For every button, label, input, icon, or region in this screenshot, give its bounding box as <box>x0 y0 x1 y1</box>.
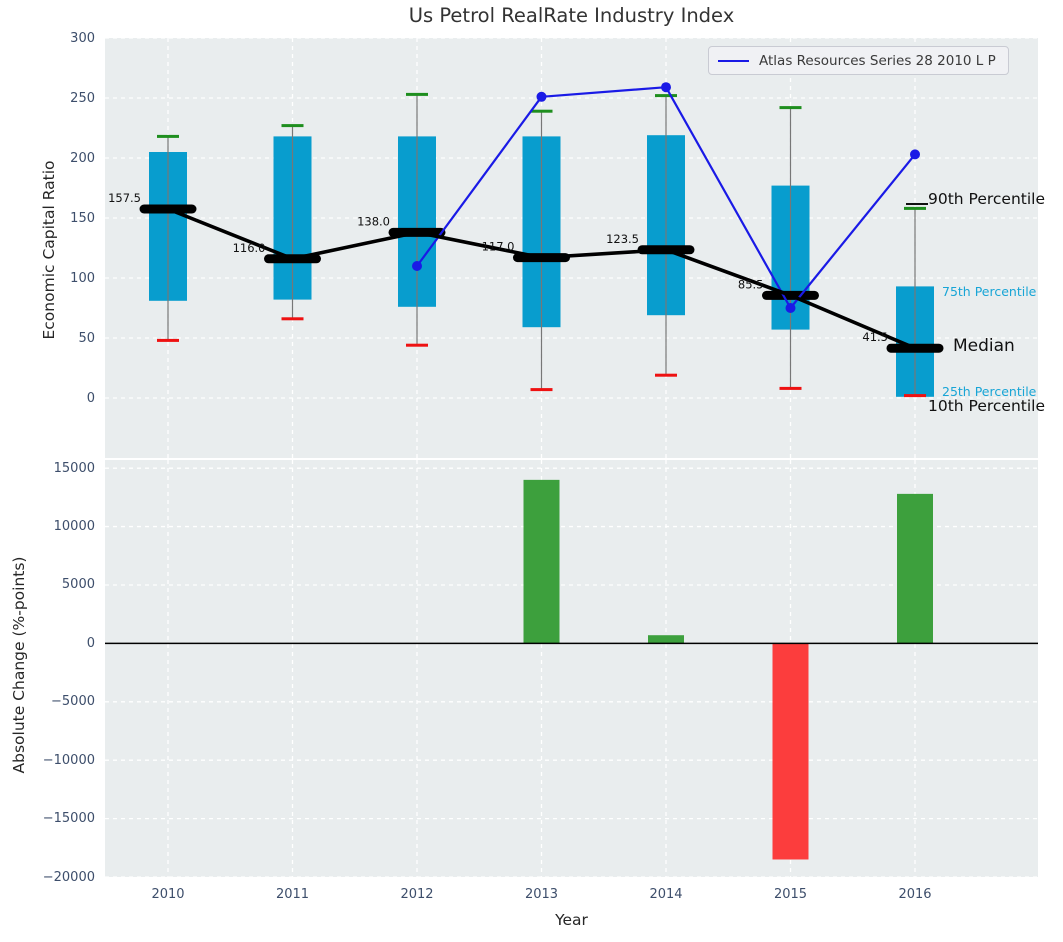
annotation-25th-percentile: 25th Percentile <box>942 384 1037 399</box>
median-line <box>166 207 917 351</box>
median-value-label: 85.5 <box>738 277 764 291</box>
median-value-label: 117.0 <box>482 240 515 254</box>
y-tick-label-bottom: 15000 <box>53 460 95 476</box>
median-value-label: 157.5 <box>108 191 141 205</box>
p90-cap <box>281 124 304 128</box>
annotation-75th-percentile: 75th Percentile <box>942 284 1037 299</box>
p90-cap <box>904 206 926 210</box>
y-tick-label-top: 150 <box>70 210 95 226</box>
atlas-series-point <box>412 261 422 271</box>
y-tick-label-bottom: −5000 <box>51 694 95 710</box>
p90-cap <box>779 106 802 110</box>
p10-cap <box>530 388 553 392</box>
box-chart-canvas: 157.5 116.0 138.0 117.0 123.5 85.5 41.5 <box>105 37 1038 458</box>
change-bar-positive <box>523 479 560 644</box>
x-tick-label: 2016 <box>898 887 932 902</box>
median-value-label: 138.0 <box>357 214 390 228</box>
x-tick-label: 2014 <box>649 887 683 902</box>
y-tick-label-bottom: −10000 <box>42 752 95 768</box>
p10-cap <box>157 338 179 342</box>
y-tick-label-top: 300 <box>70 30 95 46</box>
y-axis-label-bottom: Absolute Change (%-points) <box>10 556 28 774</box>
change-bar-negative <box>772 643 809 860</box>
y-tick-label-top: 0 <box>86 390 95 406</box>
y-tick-label-top: 100 <box>70 270 95 286</box>
y-tick-label-bottom: 0 <box>86 635 95 651</box>
y-tick-label-bottom: 5000 <box>61 577 95 593</box>
y-tick-label-top: 200 <box>70 150 95 166</box>
change-bar-positive <box>897 493 933 644</box>
x-axis-label: Year <box>555 911 588 929</box>
legend-line-swatch <box>718 59 749 62</box>
x-tick-label: 2015 <box>773 887 808 902</box>
bar-chart-canvas <box>105 460 1038 878</box>
y-tick-label-bottom: 10000 <box>53 519 95 535</box>
x-tick-label: 2013 <box>524 887 559 902</box>
annotation-10th-percentile: 10th Percentile <box>928 397 1046 415</box>
median-value-label: 116.0 <box>233 241 266 255</box>
p90-cap <box>406 92 428 96</box>
x-tick-label: 2011 <box>275 887 310 902</box>
atlas-series-point <box>661 82 671 93</box>
p90-cap <box>157 134 179 138</box>
atlas-series-point <box>785 303 796 313</box>
y-tick-label-bottom: −20000 <box>42 869 95 885</box>
p10-cap <box>779 386 802 390</box>
atlas-series-point <box>910 149 920 160</box>
change-bar-positive <box>648 635 684 644</box>
chart-title: Us Petrol RealRate Industry Index <box>408 4 735 27</box>
p10-cap <box>655 373 677 377</box>
y-tick-label-top: 50 <box>78 330 95 346</box>
p10-cap <box>281 317 304 321</box>
top-plot-area: 157.5 116.0 138.0 117.0 123.5 85.5 41.5 <box>105 37 1038 458</box>
p90-cap <box>655 94 677 98</box>
y-tick-label-top: 250 <box>70 90 95 106</box>
x-tick-label: 2012 <box>400 887 434 902</box>
atlas-series-point <box>536 91 547 102</box>
x-tick-label: 2010 <box>151 887 185 902</box>
p90-cap <box>530 109 553 113</box>
y-tick-label-bottom: −15000 <box>42 811 95 827</box>
bottom-plot-area <box>105 460 1038 878</box>
p10-cap <box>904 394 926 398</box>
annotation-leader-dash <box>906 203 928 205</box>
p10-cap <box>406 343 428 347</box>
legend-series-label: Atlas Resources Series 28 2010 L P <box>759 52 996 69</box>
y-axis-label-top: Economic Capital Ratio <box>40 160 58 340</box>
annotation-median: Median <box>953 336 1015 356</box>
annotation-90th-percentile: 90th Percentile <box>928 190 1046 208</box>
median-value-label: 41.5 <box>862 330 888 344</box>
legend: Atlas Resources Series 28 2010 L P <box>708 46 1009 75</box>
median-value-label: 123.5 <box>606 232 639 246</box>
